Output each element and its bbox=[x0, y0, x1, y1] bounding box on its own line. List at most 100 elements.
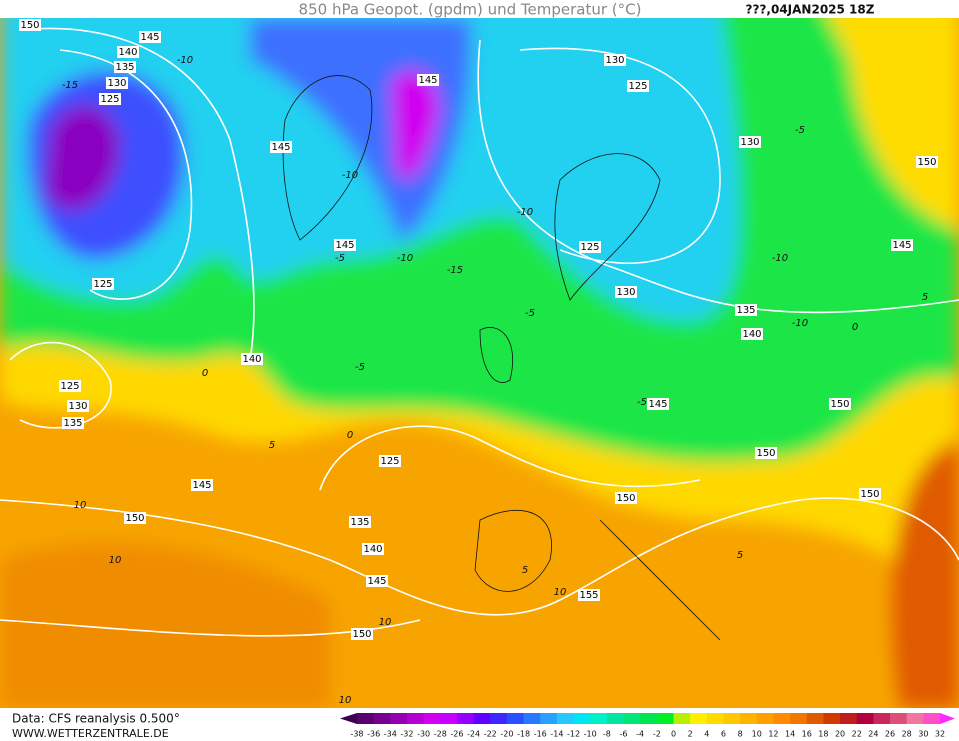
label-box bbox=[741, 328, 763, 340]
color-bin bbox=[473, 713, 491, 724]
label-box bbox=[241, 353, 263, 365]
color-bin bbox=[523, 713, 541, 724]
color-bin bbox=[623, 713, 641, 724]
temperature-label: -5 bbox=[355, 362, 365, 373]
colorbar-label: 18 bbox=[818, 730, 828, 739]
geopotential-label: 150 bbox=[830, 399, 849, 410]
label-box bbox=[647, 398, 669, 410]
colorbar-label: 4 bbox=[704, 730, 709, 739]
geopotential-label: 150 bbox=[860, 489, 879, 500]
colorbar-label: -10 bbox=[584, 730, 597, 739]
label-box bbox=[615, 286, 637, 298]
colorbar-label: 32 bbox=[935, 730, 945, 739]
label-box bbox=[627, 80, 649, 92]
colorbar-label: 12 bbox=[768, 730, 778, 739]
label-box bbox=[99, 93, 121, 105]
temperature-label: 5 bbox=[922, 292, 928, 303]
temperature-label: -10 bbox=[792, 318, 808, 329]
label-box bbox=[19, 19, 41, 31]
geopotential-label: 125 bbox=[580, 242, 599, 253]
label-box bbox=[59, 380, 81, 392]
geopotential-label: 130 bbox=[605, 55, 624, 66]
temperature-label: 0 bbox=[852, 322, 858, 333]
temperature-label: -10 bbox=[397, 253, 413, 264]
temperature-label: 5 bbox=[522, 565, 528, 576]
label-box bbox=[270, 141, 292, 153]
temperature-label: -5 bbox=[795, 125, 805, 136]
color-bin bbox=[740, 713, 758, 724]
colorbar-label: 10 bbox=[752, 730, 762, 739]
geopotential-label: 145 bbox=[192, 480, 211, 491]
geopotential-label: 150 bbox=[125, 513, 144, 524]
label-box bbox=[362, 543, 384, 555]
label-box bbox=[604, 54, 626, 66]
geopotential-label: 150 bbox=[352, 629, 371, 640]
color-bin bbox=[556, 713, 575, 724]
color-bin bbox=[856, 713, 874, 724]
colorbar-label: -30 bbox=[417, 730, 430, 739]
geopotential-label: 155 bbox=[579, 590, 598, 601]
geopotential-label: 125 bbox=[93, 279, 112, 290]
temperature-label: 10 bbox=[554, 587, 567, 598]
colorbar: -38 -36 -34 -32 -30 -28 -26 -24 -22 -20 -18 -16 -14-… bbox=[340, 713, 955, 739]
temperature-label: 5 bbox=[269, 440, 275, 451]
color-bin bbox=[490, 713, 508, 724]
label-box bbox=[349, 516, 371, 528]
colorbar-label: 14 bbox=[785, 730, 795, 739]
color-bin bbox=[790, 713, 808, 724]
label-box bbox=[615, 492, 637, 504]
color-bin bbox=[540, 713, 558, 724]
geopotential-label: 135 bbox=[115, 62, 134, 73]
colorbar-label: -36 bbox=[367, 730, 380, 739]
color-bin bbox=[906, 713, 924, 724]
temperature-label: 10 bbox=[379, 617, 392, 628]
colorbar-label: -34 bbox=[384, 730, 397, 739]
temperature-label: -5 bbox=[637, 397, 647, 408]
label-box bbox=[579, 241, 601, 253]
temperature-label: 10 bbox=[74, 500, 87, 511]
colorbar-label: -16 bbox=[534, 730, 547, 739]
temperature-label: 0 bbox=[202, 368, 208, 379]
label-box bbox=[891, 239, 913, 251]
color-bin bbox=[706, 713, 724, 724]
colorbar-label: 2 bbox=[688, 730, 693, 739]
colorbar-label: 8 bbox=[738, 730, 743, 739]
colorbar-label: 0 bbox=[671, 730, 676, 739]
geopotential-label: 125 bbox=[628, 81, 647, 92]
color-bin bbox=[423, 713, 441, 724]
geopotential-label: 125 bbox=[380, 456, 399, 467]
geopotential-label: 130 bbox=[616, 287, 635, 298]
temperature-label: -15 bbox=[447, 265, 463, 276]
label-box bbox=[92, 278, 114, 290]
geopotential-label: 130 bbox=[68, 401, 87, 412]
temperature-label: -15 bbox=[62, 80, 78, 91]
geopotential-label: 145 bbox=[892, 240, 911, 251]
colorbar-label: -22 bbox=[484, 730, 497, 739]
geopotential-label: 145 bbox=[335, 240, 354, 251]
geopotential-label: 145 bbox=[648, 399, 667, 410]
temperature-label: -10 bbox=[517, 207, 533, 218]
label-box bbox=[379, 455, 401, 467]
colorbar-label: 24 bbox=[868, 730, 878, 739]
colorbar-label: 20 bbox=[835, 730, 845, 739]
map bbox=[0, 18, 959, 708]
color-bin bbox=[890, 713, 908, 724]
geopotential-label: 130 bbox=[740, 137, 759, 148]
temperature-label: 5 bbox=[737, 550, 743, 561]
color-bin bbox=[456, 713, 475, 724]
colorbar-label: 22 bbox=[852, 730, 862, 739]
geopotential-label: 140 bbox=[118, 47, 137, 58]
colorbar-label: 28 bbox=[902, 730, 912, 739]
geopotential-label: 145 bbox=[367, 576, 386, 587]
data-source: Data: CFS reanalysis 0.500° bbox=[12, 712, 180, 726]
colorbar-label: -4 bbox=[636, 730, 644, 739]
colorbar-label: -24 bbox=[467, 730, 480, 739]
geopotential-label: 145 bbox=[140, 32, 159, 43]
temperature-label: -5 bbox=[335, 253, 345, 264]
label-box bbox=[417, 74, 439, 86]
label-box bbox=[859, 488, 881, 500]
geopotential-label: 140 bbox=[363, 544, 382, 555]
color-bin bbox=[823, 713, 841, 724]
